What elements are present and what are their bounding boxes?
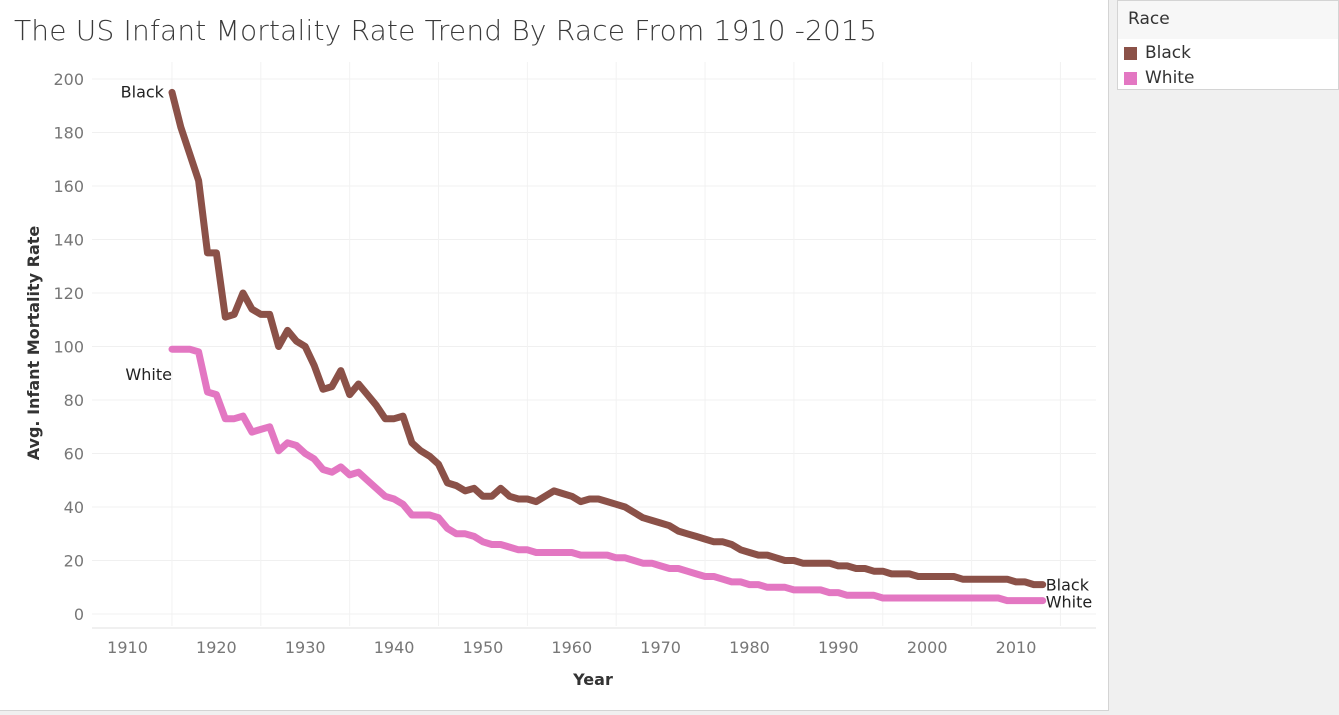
x-tick-label: 1960 [551, 638, 592, 657]
chart-panel: 0 20 40 60 80 100 120 140 160 180 200 1910 1920 1930 1… [0, 0, 1109, 711]
legend-label-black: Black [1145, 43, 1191, 63]
chart-title: The US Infant Mortality Rate Trend By Ra… [14, 14, 878, 47]
y-tick-label: 160 [53, 177, 84, 196]
x-tick-label: 1930 [285, 638, 326, 657]
y-tick-label: 100 [53, 338, 84, 357]
legend-item-black[interactable]: Black [1124, 42, 1191, 64]
series-line-white[interactable] [168, 345, 1047, 605]
legend-item-white[interactable]: White [1124, 67, 1194, 89]
y-tick-label: 80 [64, 391, 84, 410]
series-line-black[interactable] [168, 88, 1047, 589]
y-tick-label: 120 [53, 284, 84, 303]
x-tick-label: 1990 [818, 638, 859, 657]
series-end-label-black: Black [1046, 576, 1090, 595]
y-tick-label: 40 [64, 498, 84, 517]
legend-label-white: White [1145, 68, 1195, 88]
x-tick-label: 2010 [996, 638, 1037, 657]
y-tick-label: 180 [53, 124, 84, 143]
series-start-label-white: White [125, 365, 172, 384]
legend-swatch-black [1124, 46, 1137, 60]
y-tick-label: 60 [64, 445, 84, 464]
legend-swatch-white [1124, 71, 1137, 85]
y-tick-label: 200 [53, 70, 84, 89]
line-chart: 0 20 40 60 80 100 120 140 160 180 200 1910 1920 1930 1… [24, 62, 1096, 689]
x-tick-label: 1970 [640, 638, 681, 657]
grid [92, 62, 1096, 626]
x-tick-label: 1950 [463, 638, 504, 657]
legend-title: Race [1118, 1, 1338, 39]
y-axis-title: Avg. Infant Mortality Rate [24, 226, 43, 461]
y-tick-label: 20 [64, 552, 84, 571]
x-tick-label: 2000 [907, 638, 948, 657]
series-lines[interactable] [168, 88, 1047, 605]
legend[interactable]: Race Black White [1117, 0, 1339, 90]
axis-ticks: 0 20 40 60 80 100 120 140 160 180 200 1910 1920 1930 1… [53, 70, 1096, 657]
series-start-label-black: Black [121, 82, 165, 101]
x-tick-label: 1910 [107, 638, 148, 657]
x-tick-label: 1980 [729, 638, 770, 657]
y-tick-label: 140 [53, 231, 84, 250]
x-tick-label: 1940 [374, 638, 415, 657]
x-tick-label: 1920 [196, 638, 237, 657]
x-axis-title: Year [572, 670, 613, 689]
y-tick-label: 0 [74, 605, 84, 624]
series-end-label-white: White [1046, 593, 1093, 612]
